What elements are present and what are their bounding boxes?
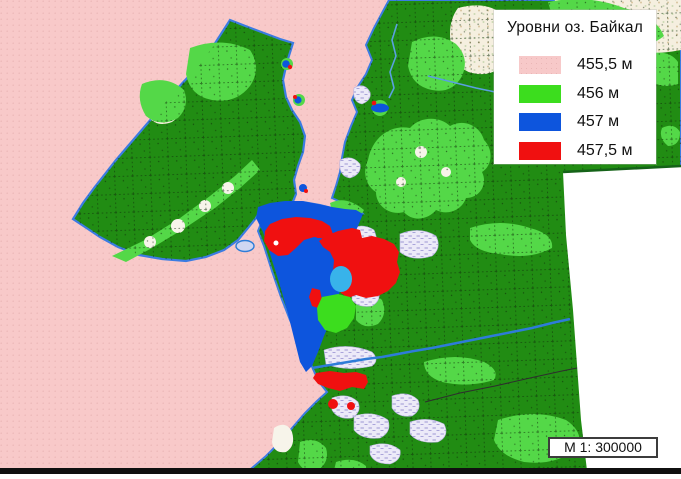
arangatui-lake [330,266,352,292]
small-stream [388,23,398,99]
scale-indicator: М 1: 300000 [548,437,658,458]
delta-white-patch [272,424,294,453]
legend-row-455-5: 455,5 м [494,56,656,76]
sheet-edge-line [562,164,681,174]
legend-panel: Уровни оз. Байкал 455,5 м 456 м 457 м 45… [494,10,656,164]
legend-label-455-5: 455,5 м [577,56,633,73]
legend-swatch-457 [519,113,561,131]
unmapped-area [562,164,681,479]
flood-4575-river-strip [313,371,368,391]
marsh-patches [323,85,447,465]
flood-4575-dot [317,230,325,238]
bottom-frame-bar [0,468,681,474]
flood-4575-west [264,217,333,256]
coastal-features [235,58,389,253]
flood-4575-delta-spot [347,402,355,410]
bottom-margin [0,474,681,479]
nodata-wedge [563,166,681,479]
barguzin-river [311,317,571,370]
legend-title: Уровни оз. Байкал [507,19,643,36]
legend-row-457-5: 457,5 м [494,142,656,162]
legend-swatch-456 [519,85,561,103]
marker-dot [273,240,279,246]
flood-4575-delta-spot [328,399,338,409]
legend-swatch-455-5 [519,56,561,74]
legend-row-456: 456 м [494,85,656,105]
legend-label-457-5: 457,5 м [577,142,633,159]
legend-row-457: 457 м [494,113,656,133]
lagoon [235,239,255,253]
flood-zone-456 [317,294,356,333]
flood-zone-457-5-layer [264,217,400,410]
valley-road [424,366,583,403]
legend-label-456: 456 м [577,85,620,102]
flood-4575-small [309,288,322,308]
legend-swatch-457-5 [519,142,561,160]
legend-label-457: 457 м [577,113,620,130]
